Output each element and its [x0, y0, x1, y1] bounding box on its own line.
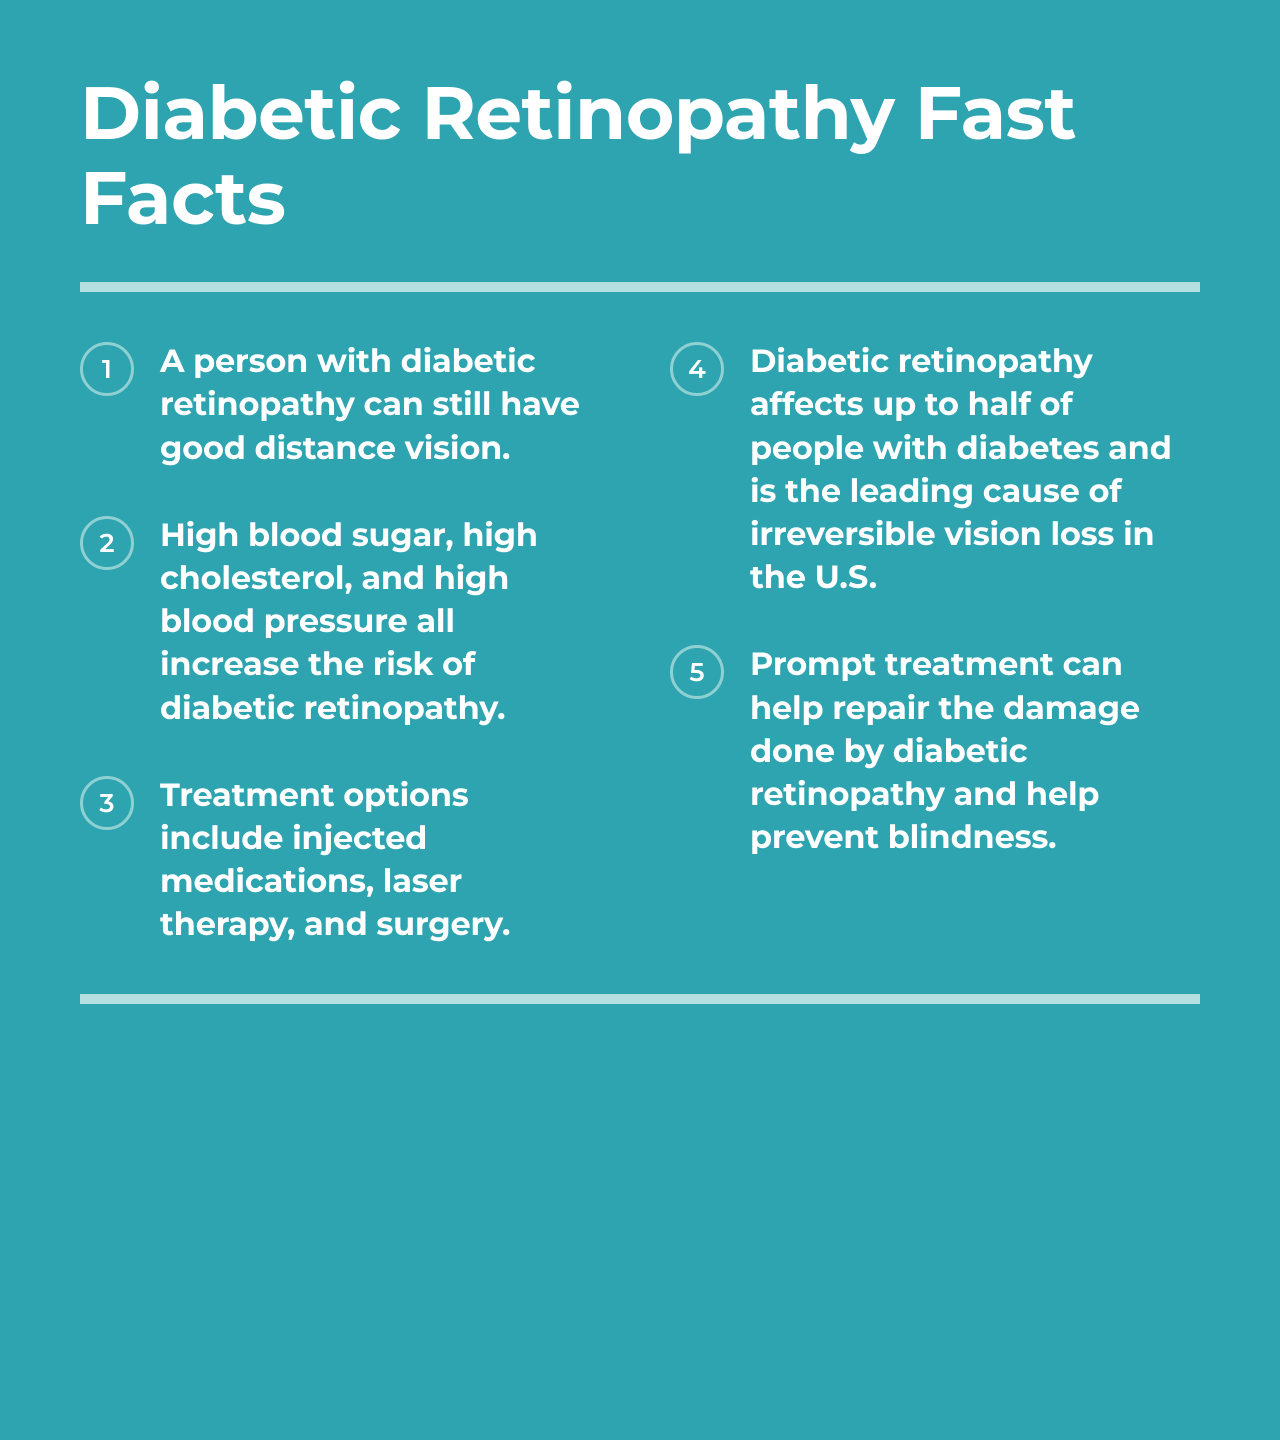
column-right: 4 Diabetic retinopathy affects up to hal… [670, 340, 1200, 946]
number-badge: 2 [80, 516, 134, 570]
infographic-card: Diabetic Retinopathy Fast Facts 1 A pers… [0, 0, 1280, 1440]
fact-text: A person with diabetic retinopathy can s… [160, 340, 610, 470]
number-badge: 3 [80, 776, 134, 830]
fact-text: High blood sugar, high cholesterol, and … [160, 514, 610, 730]
number-badge: 5 [670, 645, 724, 699]
divider-bottom [80, 994, 1200, 1004]
fact-text: Diabetic retinopathy affects up to half … [750, 340, 1200, 599]
fact-text: Treatment options include injected medic… [160, 774, 610, 947]
number-badge: 1 [80, 342, 134, 396]
column-left: 1 A person with diabetic retinopathy can… [80, 340, 610, 946]
fact-text: Prompt treatment can help repair the dam… [750, 643, 1200, 859]
fact-item: 5 Prompt treatment can help repair the d… [670, 643, 1200, 859]
fact-item: 1 A person with diabetic retinopathy can… [80, 340, 610, 470]
fact-item: 3 Treatment options include injected med… [80, 774, 610, 947]
number-badge: 4 [670, 342, 724, 396]
divider-top [80, 282, 1200, 292]
fact-item: 4 Diabetic retinopathy affects up to hal… [670, 340, 1200, 599]
fact-item: 2 High blood sugar, high cholesterol, an… [80, 514, 610, 730]
facts-columns: 1 A person with diabetic retinopathy can… [80, 340, 1200, 946]
page-title: Diabetic Retinopathy Fast Facts [80, 70, 1200, 240]
